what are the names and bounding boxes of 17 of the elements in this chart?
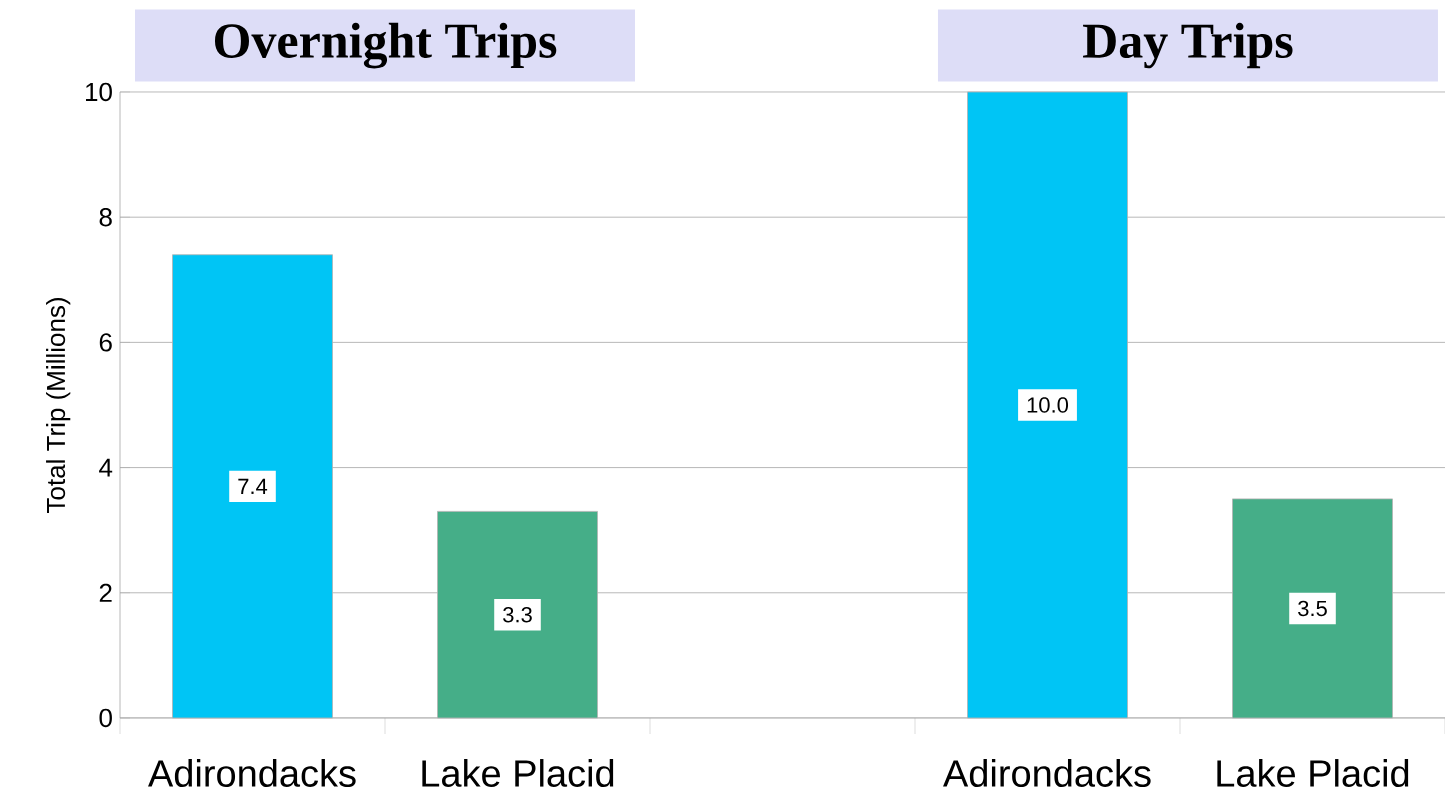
y-tick-label: 0 [99,708,112,728]
text: Day Trips [1083,22,1293,69]
text: Overnight Trips [214,22,557,69]
x-tick-label: Adirondacks [943,759,1151,787]
y-tick-label: 8 [99,207,112,227]
y-tick-label: 2 [99,583,112,602]
data-label: 10.0 [1027,397,1069,413]
y-tick-label: 10 [86,82,112,102]
data-label: 3.3 [503,606,532,623]
y-tick-label: 6 [99,333,112,352]
y-axis-title: Total Trip (Millions) [46,298,71,513]
x-tick-label: Adirondacks [148,759,356,787]
y-tick-label: 4 [99,458,113,477]
data-label: 3.5 [1298,600,1327,617]
x-tick-label: Lake Placid [1217,759,1409,787]
x-tick-label: Lake Placid [422,759,614,787]
data-label: 7.4 [238,478,268,494]
